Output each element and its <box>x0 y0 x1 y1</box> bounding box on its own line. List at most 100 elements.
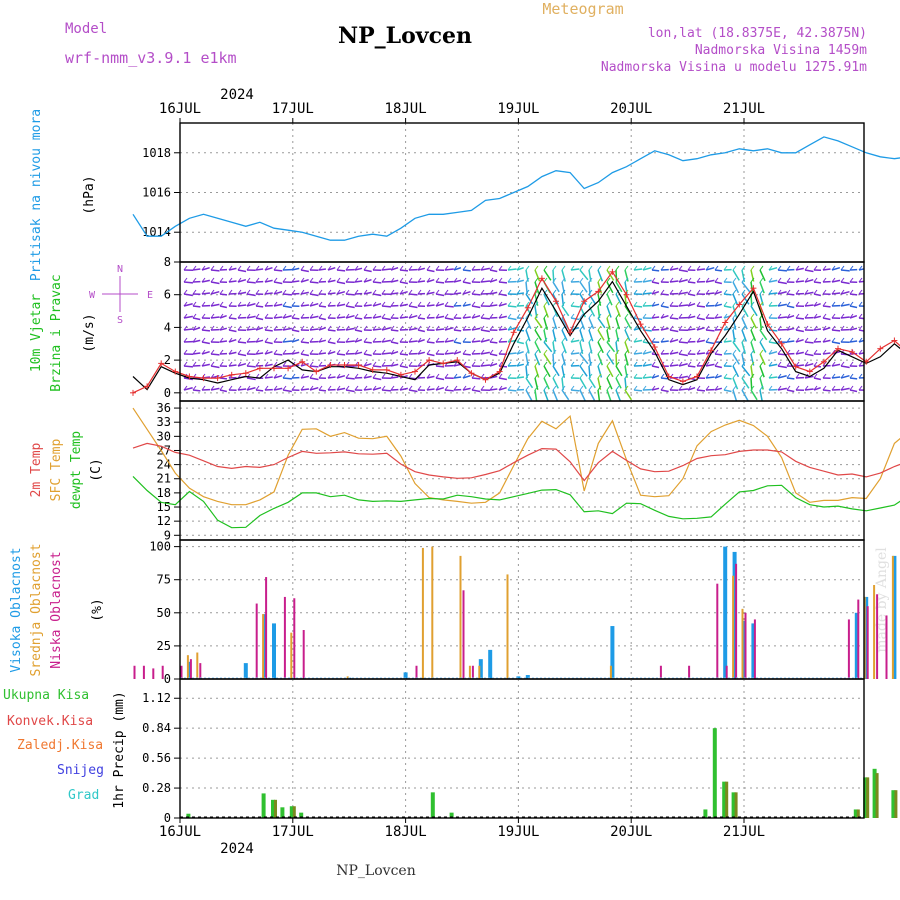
wind-arrow-barb <box>516 313 521 319</box>
wind-arrow-barb <box>309 361 314 367</box>
bottom-day-label: 18JUL <box>385 824 427 840</box>
wind-arrow-barb <box>318 373 323 379</box>
wind-arrow <box>480 317 491 320</box>
wind-arrow <box>372 365 382 368</box>
wind-arrow <box>354 317 363 320</box>
compass-e: E <box>147 290 153 301</box>
wind-arrow-barb <box>462 313 467 319</box>
cloud-bar <box>744 612 747 679</box>
wind-arrow-barb <box>327 373 332 379</box>
wind-arrow-barb <box>849 265 854 271</box>
wind-arrow-barb <box>390 361 395 367</box>
bottom-year-label: 2024 <box>220 841 254 857</box>
wind-arrow <box>408 327 418 331</box>
wind-arrow <box>606 365 614 378</box>
wind-arrow <box>426 269 435 273</box>
wind-arrow <box>624 305 633 317</box>
wind-arrow-barb <box>678 361 683 367</box>
wind-arrow-barb <box>444 289 449 295</box>
wind-arrow <box>435 365 445 368</box>
wind-arrow-barb <box>795 289 800 295</box>
wind-arrow-barb <box>750 361 755 367</box>
wind-arrow <box>462 290 471 295</box>
wind-arrow <box>777 281 787 285</box>
wind-arrow <box>624 353 629 366</box>
wind-arrow-barb <box>399 337 404 343</box>
wind-arrow <box>507 317 517 321</box>
cloud-bar <box>431 546 434 679</box>
wind-arrow-barb <box>831 373 836 379</box>
y-tick-label: 6 <box>164 288 171 302</box>
wind-arrow-barb <box>723 265 728 271</box>
wind-arrow-barb <box>318 289 323 295</box>
wind-arrow <box>732 377 739 390</box>
wind-arrow-barb <box>606 289 611 295</box>
wind-arrow-barb <box>399 313 404 319</box>
wind-arrow-barb <box>426 337 431 343</box>
wind-arrow <box>633 339 643 343</box>
wind-arrow <box>489 341 498 344</box>
wind-arrow-barb <box>570 337 575 343</box>
wind-arrow <box>750 305 758 317</box>
wind-arrow <box>714 387 723 391</box>
wind-arrow-barb <box>525 301 530 307</box>
wind-arrow <box>273 387 283 391</box>
wind-arrow <box>516 376 525 379</box>
wind-arrow <box>300 304 310 307</box>
wind-arrow-barb <box>570 277 575 283</box>
wind-arrow <box>327 279 336 283</box>
wind-arrow-barb <box>588 373 593 379</box>
wind-arrow-barb <box>723 337 728 343</box>
wind-arrow-barb <box>228 313 233 319</box>
wind-arrow-barb <box>453 373 458 379</box>
wind-arrow <box>417 317 426 320</box>
wind-arrow-barb <box>723 361 728 367</box>
wind-arrow-barb <box>237 373 242 379</box>
wind-arrow <box>543 353 552 365</box>
wind-arrow-barb <box>660 265 665 271</box>
wind-arrow <box>408 305 418 309</box>
wind-arrow <box>768 363 778 367</box>
total-precip-legend: Ukupna Kisa <box>3 688 89 703</box>
wind-arrow <box>543 317 549 330</box>
wind-arrow <box>246 365 256 368</box>
wind-arrow-barb <box>723 313 728 319</box>
cloud-bar <box>180 665 183 679</box>
wind-arrow <box>534 329 542 341</box>
wind-arrow <box>732 281 740 294</box>
wind-arrow-barb <box>417 301 422 307</box>
wind-arrow-barb <box>417 325 422 331</box>
wind-arrow <box>786 389 795 393</box>
wind-arrow-barb <box>561 313 566 319</box>
wind-arrow-barb <box>795 349 800 355</box>
wind-arrow <box>255 317 264 321</box>
wind-arrow-barb <box>687 337 692 343</box>
wind-arrow <box>723 340 732 343</box>
wind-arrow <box>273 316 283 319</box>
wind-arrow <box>255 352 264 355</box>
wind-arrow-barb <box>273 325 278 331</box>
wind-arrow-barb <box>534 385 539 391</box>
wind-arrow <box>363 278 372 283</box>
wind-arrow-barb <box>741 325 746 331</box>
wind-arrow-barb <box>606 277 611 283</box>
wind-arrow-barb <box>597 385 602 391</box>
wind-arrow-barb <box>381 277 386 283</box>
wind-arrow-barb <box>507 289 512 295</box>
wind-arrow-barb <box>714 277 719 283</box>
wind-arrow-barb <box>273 385 278 391</box>
wind-arrow-barb <box>615 313 620 319</box>
precip-bar <box>853 809 858 818</box>
wind-arrow <box>273 353 283 356</box>
wind-arrow-barb <box>687 301 692 307</box>
wind-arrow-barb <box>291 265 296 271</box>
wind-arrow-barb <box>435 385 440 391</box>
wind-arrow-barb <box>399 277 404 283</box>
wind-arrow <box>525 329 531 342</box>
wind-arrow <box>444 305 454 308</box>
wind-arrow <box>579 293 587 306</box>
wind-arrow-barb <box>246 289 251 295</box>
wind-arrow <box>201 266 210 271</box>
wind-arrow-barb <box>381 289 386 295</box>
wind-arrow-barb <box>705 265 710 271</box>
